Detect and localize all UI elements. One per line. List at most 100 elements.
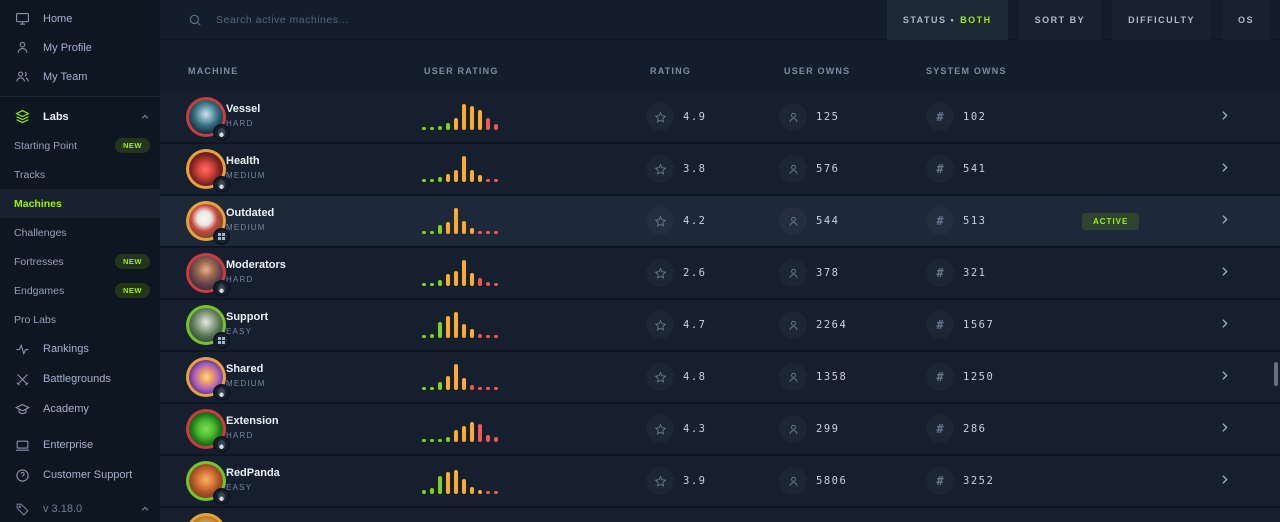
machine-difficulty: HARD xyxy=(226,119,254,128)
os-filter-button[interactable]: OS xyxy=(1221,0,1270,40)
machine-difficulty: HARD xyxy=(226,431,254,440)
chevron-right-icon[interactable] xyxy=(1218,265,1231,278)
sidebar-item-machines[interactable]: Machines xyxy=(0,189,160,218)
user-owns-value: 125 xyxy=(816,111,840,123)
sidebar-item-starting-point[interactable]: Starting Point NEW xyxy=(0,131,160,160)
system-owns-icon: # xyxy=(926,363,954,391)
sidebar-item-fortresses[interactable]: Fortresses NEW xyxy=(0,247,160,276)
user-owns-icon xyxy=(779,207,807,235)
new-badge: NEW xyxy=(115,283,150,298)
search-icon xyxy=(188,13,202,27)
activity-icon xyxy=(14,341,30,357)
user-icon xyxy=(14,40,30,56)
column-header-user-rating: USER RATING xyxy=(424,66,499,76)
machine-row-shared[interactable]: Shared MEDIUM 4.8 1358 # 1250 xyxy=(160,352,1280,402)
machine-avatar xyxy=(186,305,230,349)
sort-by-button[interactable]: SORT BY xyxy=(1018,0,1102,40)
rating-value: 4.9 xyxy=(683,111,707,123)
chevron-right-icon[interactable] xyxy=(1218,317,1231,330)
main-content: STATUS • BOTH SORT BY DIFFICULTY OS MACH… xyxy=(160,0,1280,522)
sidebar-item-labs[interactable]: Labs xyxy=(0,102,160,131)
machine-avatar xyxy=(186,253,230,297)
status-filter-button[interactable]: STATUS • BOTH xyxy=(886,0,1008,40)
sidebar-item-label: Rankings xyxy=(43,343,89,355)
machine-row-outdated[interactable]: Outdated MEDIUM 4.2 544 # 513 ACTIVE xyxy=(160,196,1280,246)
star-icon xyxy=(646,103,674,131)
system-owns-icon: # xyxy=(926,415,954,443)
machine-name: Health xyxy=(226,155,260,167)
user-owns-icon xyxy=(779,363,807,391)
difficulty-filter-button[interactable]: DIFFICULTY xyxy=(1112,0,1211,40)
machine-difficulty: EASY xyxy=(226,483,253,492)
sidebar-item-label: Pro Labs xyxy=(14,313,57,326)
chevron-right-icon[interactable] xyxy=(1218,213,1231,226)
user-rating-histogram xyxy=(422,154,500,182)
machine-avatar xyxy=(186,201,230,245)
chevron-right-icon[interactable] xyxy=(1218,109,1231,122)
sidebar-item-challenges[interactable]: Challenges xyxy=(0,218,160,247)
system-owns-value: 102 xyxy=(963,111,987,123)
system-owns-value: 513 xyxy=(963,215,987,227)
system-owns-icon: # xyxy=(926,467,954,495)
chevron-right-icon[interactable] xyxy=(1218,421,1231,434)
machine-row-vessel[interactable]: Vessel HARD 4.9 125 # 102 xyxy=(160,92,1280,142)
machine-row-redpanda[interactable]: RedPanda EASY 3.9 5806 # 3252 xyxy=(160,456,1280,506)
machine-row-moderators[interactable]: Moderators HARD 2.6 378 # 321 xyxy=(160,248,1280,298)
sidebar-item-label: Enterprise xyxy=(43,439,94,451)
sidebar-item-my-profile[interactable]: My Profile xyxy=(0,33,160,62)
sidebar-item-label: Academy xyxy=(43,403,89,415)
sidebar-item-academy[interactable]: Academy xyxy=(0,394,160,424)
machine-row-health[interactable]: Health MEDIUM 3.8 576 # 541 xyxy=(160,144,1280,194)
sidebar-item-enterprise[interactable]: Enterprise xyxy=(0,430,160,460)
user-rating-histogram xyxy=(422,518,500,522)
user-owns-value: 1358 xyxy=(816,371,848,383)
sidebar-item-my-team[interactable]: My Team xyxy=(0,62,160,91)
machine-row-support[interactable]: Support EASY 4.7 2264 # 1567 xyxy=(160,300,1280,350)
sidebar-item-battlegrounds[interactable]: Battlegrounds xyxy=(0,364,160,394)
sidebar-item-pro-labs[interactable]: Pro Labs xyxy=(0,305,160,334)
sidebar-item-customer-support[interactable]: Customer Support xyxy=(0,460,160,490)
rating-value: 2.6 xyxy=(683,267,707,279)
system-owns-icon: # xyxy=(926,155,954,183)
monitor-icon xyxy=(14,11,30,27)
user-rating-histogram xyxy=(422,466,500,494)
windows-os-badge-icon xyxy=(213,228,230,245)
sidebar-item-endgames[interactable]: Endgames NEW xyxy=(0,276,160,305)
rating-value: 3.9 xyxy=(683,475,707,487)
star-icon xyxy=(646,467,674,495)
chevron-right-icon[interactable] xyxy=(1218,161,1231,174)
machine-row[interactable]: # xyxy=(160,508,1280,522)
chevron-up-icon xyxy=(140,112,150,122)
machine-artwork xyxy=(189,516,223,522)
system-owns-value: 321 xyxy=(963,267,987,279)
chevron-right-icon[interactable] xyxy=(1218,473,1231,486)
sidebar-item-home[interactable]: Home xyxy=(0,4,160,33)
user-owns-icon xyxy=(779,415,807,443)
machine-difficulty: HARD xyxy=(226,275,254,284)
chevron-right-icon[interactable] xyxy=(1218,369,1231,382)
topbar: STATUS • BOTH SORT BY DIFFICULTY OS xyxy=(160,0,1280,40)
search-input[interactable] xyxy=(216,13,516,26)
machine-name: Support xyxy=(226,311,269,323)
chevron-up-icon xyxy=(140,504,150,514)
sidebar-item-label: Tracks xyxy=(14,168,46,181)
user-rating-histogram xyxy=(422,206,500,234)
sidebar-version[interactable]: v 3.18.0 xyxy=(0,494,160,522)
machine-avatar xyxy=(186,409,230,453)
machine-row-extension[interactable]: Extension HARD 4.3 299 # 286 xyxy=(160,404,1280,454)
user-rating-histogram xyxy=(422,258,500,286)
machine-difficulty: MEDIUM xyxy=(226,379,266,388)
sidebar-item-rankings[interactable]: Rankings xyxy=(0,334,160,364)
system-owns-value: 541 xyxy=(963,163,987,175)
user-owns-value: 576 xyxy=(816,163,840,175)
sidebar-item-tracks[interactable]: Tracks xyxy=(0,160,160,189)
table-head-band: STATUS • BOTH SORT BY DIFFICULTY OS MACH… xyxy=(160,0,1280,92)
linux-os-badge-icon xyxy=(213,124,230,141)
user-owns-value: 2264 xyxy=(816,319,848,331)
sidebar-item-label: Endgames xyxy=(14,284,65,297)
machine-avatar xyxy=(186,513,226,522)
filter-bar: STATUS • BOTH SORT BY DIFFICULTY OS xyxy=(886,0,1270,40)
scrollbar-thumb[interactable] xyxy=(1274,362,1278,386)
user-rating-histogram xyxy=(422,362,500,390)
star-icon xyxy=(646,415,674,443)
